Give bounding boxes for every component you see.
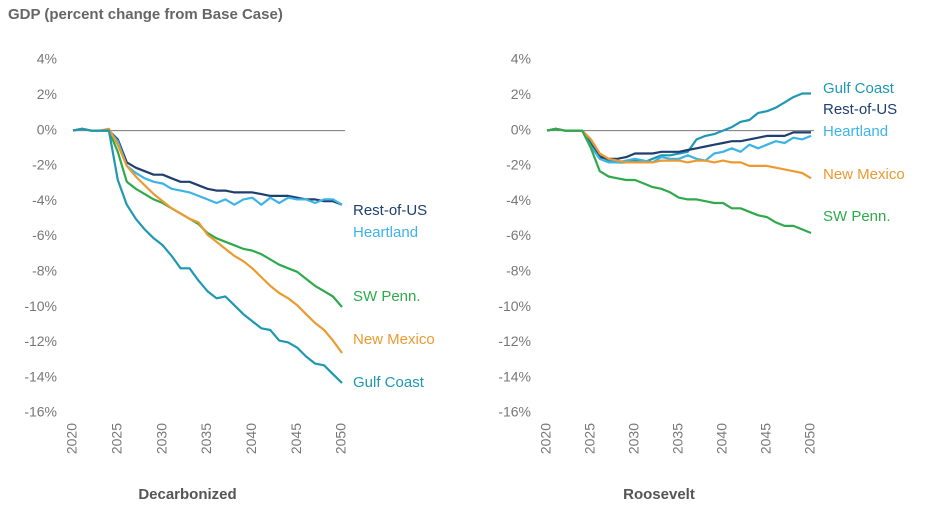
panel-title: Roosevelt	[623, 486, 695, 503]
y-tick-label: -4%	[32, 192, 57, 208]
x-tick-label: 2020	[64, 423, 80, 454]
series-label: Gulf Coast	[823, 80, 895, 97]
x-tick-label: 2045	[758, 423, 774, 454]
x-tick-label: 2040	[243, 423, 259, 454]
y-tick-label: -10%	[24, 298, 57, 314]
y-tick-label: -6%	[506, 227, 531, 243]
x-tick-label: 2025	[109, 423, 125, 454]
series-line	[546, 127, 812, 180]
y-tick-label: 4%	[511, 51, 531, 67]
series-label: Heartland	[823, 123, 888, 140]
x-tick-label: 2050	[333, 423, 349, 454]
y-tick-label: -6%	[32, 227, 57, 243]
panel-title: Decarbonized	[138, 486, 236, 503]
x-tick-label: 2050	[802, 423, 818, 454]
x-tick-label: 2040	[714, 423, 730, 454]
series-label: Gulf Coast	[353, 374, 425, 391]
y-tick-label: -8%	[32, 263, 57, 279]
series-label: Rest-of-US	[823, 101, 897, 118]
y-tick-label: -8%	[506, 263, 531, 279]
x-tick-label: 2030	[153, 423, 169, 454]
x-tick-label: 2030	[626, 423, 642, 454]
series-label: Rest-of-US	[353, 202, 427, 219]
y-tick-label: -16%	[498, 404, 531, 420]
y-tick-label: -2%	[506, 157, 531, 173]
y-tick-label: -10%	[498, 298, 531, 314]
series-label: New Mexico	[823, 166, 905, 183]
y-tick-label: 2%	[511, 86, 531, 102]
y-tick-label: -14%	[498, 368, 531, 384]
y-tick-label: 0%	[37, 121, 57, 137]
y-tick-label: 0%	[511, 121, 531, 137]
series-label: Heartland	[353, 224, 418, 241]
y-tick-label: -4%	[506, 192, 531, 208]
y-tick-label: -16%	[24, 404, 57, 420]
y-tick-label: 4%	[37, 51, 57, 67]
chart-title: GDP (percent change from Base Case)	[8, 6, 283, 23]
series-line	[72, 127, 343, 354]
y-tick-label: -14%	[24, 368, 57, 384]
series-line	[546, 127, 812, 235]
series-line	[72, 127, 343, 206]
y-tick-label: -2%	[32, 157, 57, 173]
y-tick-label: -12%	[498, 333, 531, 349]
y-tick-label: 2%	[37, 86, 57, 102]
series-label: SW Penn.	[353, 288, 421, 305]
series-line	[72, 127, 343, 384]
series-line	[72, 127, 343, 206]
x-tick-label: 2035	[198, 423, 214, 454]
x-tick-label: 2025	[582, 423, 598, 454]
x-tick-label: 2045	[288, 423, 304, 454]
series-label: New Mexico	[353, 331, 435, 348]
x-tick-label: 2035	[670, 423, 686, 454]
series-label: SW Penn.	[823, 208, 891, 225]
y-tick-label: -12%	[24, 333, 57, 349]
x-tick-label: 2020	[538, 423, 554, 454]
